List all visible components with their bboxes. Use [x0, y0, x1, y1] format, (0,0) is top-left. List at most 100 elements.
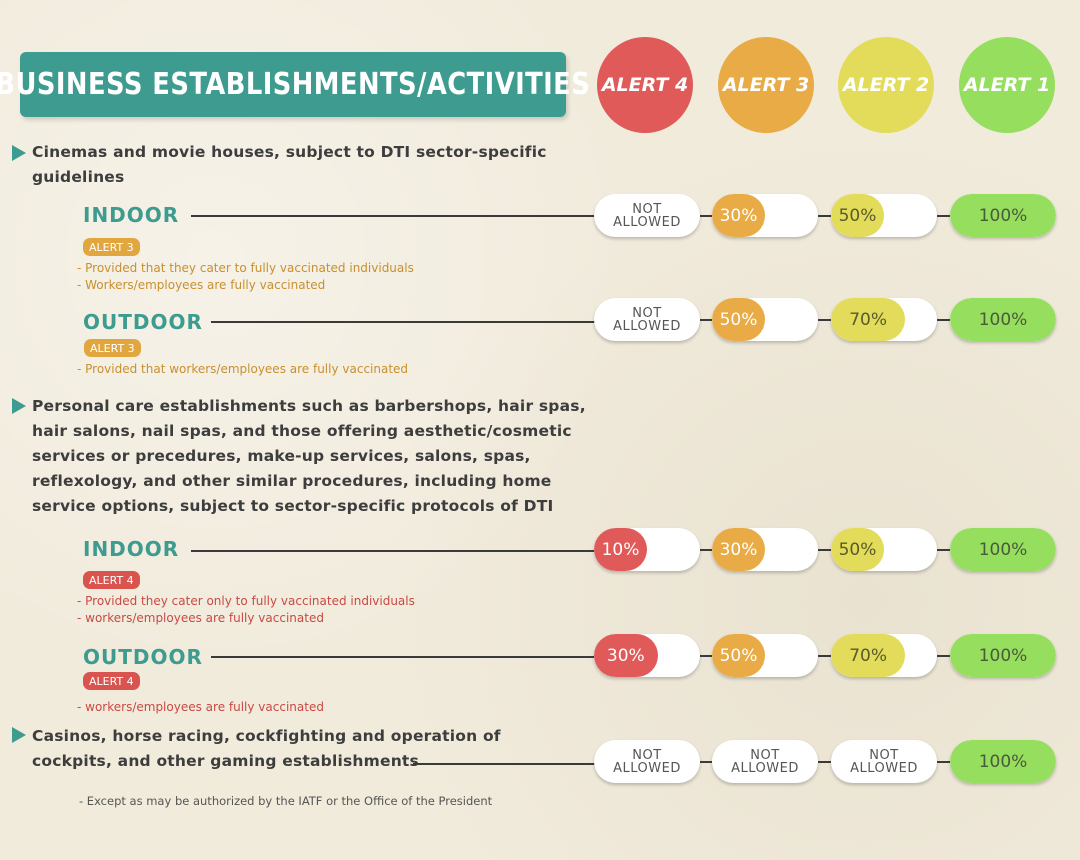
pill-fill-bar: [712, 194, 765, 237]
pill-connector: [937, 549, 950, 551]
alert-1-label: ALERT 1: [963, 74, 1051, 96]
pill-connector: [818, 215, 831, 217]
row-label-indoor: INDOOR: [83, 537, 180, 561]
bullet-triangle-icon: [12, 727, 26, 743]
note-text: - Except as may be authorized by the IAT…: [79, 794, 493, 808]
pill-fill-bar: [831, 194, 884, 237]
note-badge: ALERT 3: [84, 339, 141, 357]
pill-value-label: 100%: [978, 751, 1028, 772]
note-text: - Provided they cater only to fully vacc…: [77, 594, 415, 608]
section-heading-line: guidelines: [32, 168, 125, 186]
row-label-indoor: INDOOR: [83, 203, 180, 227]
value-pill: 30%: [594, 634, 700, 677]
alert-3-header: ALERT 3: [718, 37, 814, 133]
pill-connector: [700, 655, 712, 657]
connector-line: [211, 656, 595, 658]
not-allowed-label: NOT ALLOWED: [613, 747, 681, 776]
pill-value-label: 30%: [719, 539, 758, 560]
pill-connector: [818, 549, 831, 551]
pill-value-label: 50%: [838, 539, 877, 560]
connector-line: [413, 763, 595, 765]
note-badge: ALERT 4: [83, 571, 140, 589]
alert-4-label: ALERT 4: [601, 74, 689, 96]
not-allowed-label: NOT ALLOWED: [613, 305, 681, 334]
pill-fill-bar: [950, 740, 1056, 783]
not-allowed-label: NOT ALLOWED: [613, 201, 681, 230]
section-heading-cinemas: Cinemas and movie houses, subject to DTI…: [32, 140, 547, 190]
bullet-triangle-icon: [12, 145, 26, 161]
pill-connector: [937, 761, 950, 763]
pill-value-label: 50%: [838, 205, 877, 226]
value-pill: 50%: [831, 528, 937, 571]
pill-value-label: 100%: [978, 205, 1028, 226]
pill-value-label: 70%: [849, 645, 887, 666]
alert-1-header: ALERT 1: [959, 37, 1055, 133]
value-pill: NOT ALLOWED: [594, 298, 700, 341]
pill-value-label: 30%: [719, 205, 758, 226]
pill-value-label: 70%: [849, 309, 887, 330]
section-heading-line: service options, subject to sector-speci…: [32, 497, 554, 515]
section-heading-line: services or precedures, make-up services…: [32, 447, 531, 465]
pill-fill-bar: [950, 298, 1056, 341]
section-heading-personal-care: Personal care establishments such as bar…: [32, 394, 586, 519]
value-pill: NOT ALLOWED: [594, 194, 700, 237]
connector-line: [191, 215, 595, 217]
section-heading-line: Personal care establishments such as bar…: [32, 397, 586, 415]
value-pill: 50%: [712, 298, 818, 341]
pill-fill-bar: [712, 634, 765, 677]
pill-connector: [700, 319, 712, 321]
pill-connector: [937, 319, 950, 321]
alert-2-label: ALERT 2: [842, 74, 930, 96]
pill-value-label: 30%: [606, 645, 645, 666]
pill-connector: [700, 549, 712, 551]
pill-connector: [937, 215, 950, 217]
not-allowed-label: NOT ALLOWED: [850, 747, 918, 776]
value-pill: 30%: [712, 194, 818, 237]
value-pill: NOT ALLOWED: [831, 740, 937, 783]
pill-value-label: 50%: [719, 309, 758, 330]
value-pill: 100%: [950, 528, 1056, 571]
note-text: - Provided that workers/employees are fu…: [77, 362, 409, 376]
section-heading-line: reflexology, and other similar procedure…: [32, 472, 552, 490]
alert-2-header: ALERT 2: [838, 37, 934, 133]
pill-value-label: 100%: [978, 645, 1028, 666]
value-pill: 50%: [712, 634, 818, 677]
section-heading-line: hair salons, nail spas, and those offeri…: [32, 422, 572, 440]
section-heading-line: Cinemas and movie houses, subject to DTI…: [32, 143, 547, 161]
section-heading-casinos: Casinos, horse racing, cockfighting and …: [32, 724, 501, 774]
value-pill: 10%: [594, 528, 700, 571]
bullet-triangle-icon: [12, 398, 26, 414]
page-title: BUSINESS ESTABLISHMENTS/ACTIVITIES: [0, 67, 591, 102]
pill-fill-bar: [831, 634, 906, 677]
pill-fill-bar: [831, 298, 906, 341]
pill-value-label: 10%: [601, 539, 640, 560]
note-badge: ALERT 3: [83, 238, 140, 256]
value-pill: 70%: [831, 298, 937, 341]
pill-fill-bar: [712, 298, 765, 341]
note-text: - Workers/employees are fully vaccinated: [77, 278, 326, 292]
value-pill: NOT ALLOWED: [712, 740, 818, 783]
pill-value-label: 50%: [719, 645, 758, 666]
pill-fill-bar: [594, 634, 658, 677]
value-pill: 50%: [831, 194, 937, 237]
value-pill: 100%: [950, 634, 1056, 677]
section-heading-line: Casinos, horse racing, cockfighting and …: [32, 727, 501, 745]
pill-connector: [818, 655, 831, 657]
pill-fill-bar: [950, 634, 1056, 677]
alert-3-label: ALERT 3: [722, 74, 810, 96]
value-pill: 100%: [950, 194, 1056, 237]
pill-fill-bar: [594, 528, 647, 571]
value-pill: 30%: [712, 528, 818, 571]
pill-connector: [700, 761, 712, 763]
value-pill: 100%: [950, 740, 1056, 783]
pill-connector: [818, 319, 831, 321]
note-badge: ALERT 4: [83, 672, 140, 690]
row-label-outdoor: OUTDOOR: [83, 645, 203, 669]
pill-value-label: 100%: [978, 539, 1028, 560]
pill-fill-bar: [950, 528, 1056, 571]
pill-fill-bar: [831, 528, 884, 571]
pill-fill-bar: [950, 194, 1056, 237]
row-label-outdoor: OUTDOOR: [83, 310, 203, 334]
note-text: - Provided that they cater to fully vacc…: [77, 261, 414, 275]
pill-connector: [818, 761, 831, 763]
